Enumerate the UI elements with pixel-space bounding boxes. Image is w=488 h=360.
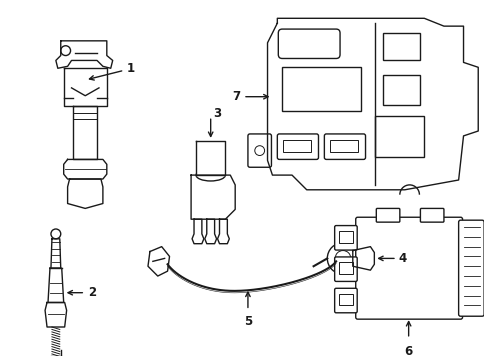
Bar (338, 294, 352, 305)
FancyBboxPatch shape (355, 217, 462, 319)
Polygon shape (267, 18, 477, 190)
Text: 6: 6 (404, 345, 412, 357)
FancyBboxPatch shape (334, 288, 356, 313)
Polygon shape (192, 219, 203, 244)
Polygon shape (63, 68, 106, 105)
Polygon shape (56, 41, 112, 68)
FancyBboxPatch shape (334, 226, 356, 250)
Polygon shape (63, 159, 106, 179)
FancyBboxPatch shape (278, 29, 339, 58)
Text: 3: 3 (213, 107, 221, 120)
Text: 7: 7 (231, 90, 240, 103)
Polygon shape (51, 239, 61, 268)
Bar (383, 33, 420, 60)
FancyBboxPatch shape (420, 208, 443, 222)
Polygon shape (196, 141, 225, 175)
FancyBboxPatch shape (277, 134, 318, 159)
FancyBboxPatch shape (324, 134, 365, 159)
FancyBboxPatch shape (458, 220, 483, 316)
Text: 5: 5 (244, 315, 251, 328)
Bar (338, 231, 352, 243)
Polygon shape (48, 268, 63, 302)
Polygon shape (73, 105, 97, 159)
Polygon shape (67, 179, 102, 208)
FancyBboxPatch shape (376, 208, 399, 222)
Bar (383, 75, 420, 104)
FancyBboxPatch shape (334, 257, 356, 282)
Bar (375, 116, 424, 157)
Polygon shape (148, 247, 169, 276)
FancyBboxPatch shape (247, 134, 271, 167)
Text: 2: 2 (88, 286, 96, 299)
Polygon shape (217, 219, 229, 244)
Text: 1: 1 (126, 62, 134, 75)
Polygon shape (191, 175, 235, 219)
Polygon shape (45, 302, 66, 327)
Polygon shape (204, 219, 216, 244)
Bar (282, 67, 360, 111)
Text: 4: 4 (398, 252, 407, 265)
Bar (329, 140, 357, 152)
Bar (283, 140, 310, 152)
Bar (338, 262, 352, 274)
Polygon shape (352, 247, 374, 270)
